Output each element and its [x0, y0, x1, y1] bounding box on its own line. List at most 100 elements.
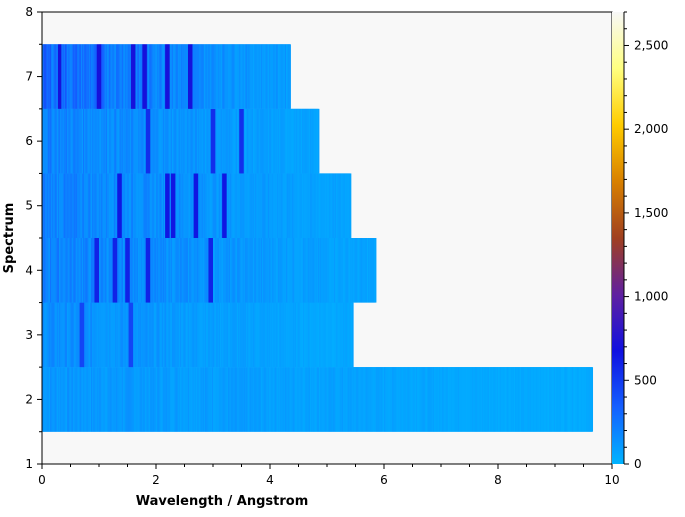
heatmap-cell [291, 238, 294, 303]
heatmap-cell [47, 367, 50, 432]
heatmap-cell [472, 367, 475, 432]
heatmap-cell [339, 302, 342, 368]
heatmap-cell [136, 44, 139, 109]
heatmap-cell [437, 367, 440, 432]
heatmap-cell [231, 367, 233, 432]
heatmap-cell [279, 302, 281, 368]
heatmap-cell [307, 367, 310, 432]
heatmap-cell [289, 108, 291, 174]
heatmap-cell [76, 173, 78, 238]
heatmap-cell [298, 108, 301, 174]
heatmap-cell [88, 44, 91, 109]
heatmap-cell [71, 173, 74, 238]
heatmap-cell [186, 238, 189, 303]
heatmap-cell [561, 367, 564, 432]
heatmap-cell [159, 238, 161, 303]
heatmap-cell [193, 173, 196, 238]
heatmap-cell [317, 302, 320, 368]
heatmap-cell [258, 302, 261, 368]
heatmap-cell [279, 173, 281, 238]
heatmap-cell [108, 44, 110, 109]
heatmap-cell [206, 108, 208, 174]
heatmap-cell [175, 302, 177, 368]
heatmap-cell [397, 367, 400, 432]
heatmap-cell [284, 238, 287, 303]
heatmap-cell [293, 238, 296, 303]
heatmap-cell [110, 367, 112, 432]
heatmap-cell [274, 44, 277, 109]
heatmap-cell [160, 173, 163, 238]
heatmap-cell [586, 367, 589, 432]
heatmap-cell [177, 44, 180, 109]
y-tick-label: 2 [25, 392, 33, 406]
heatmap-cell [305, 367, 307, 432]
heatmap-cell [219, 238, 222, 303]
heatmap-cell [244, 238, 247, 303]
heatmap-cell [106, 238, 109, 303]
heatmap-cell [276, 173, 279, 238]
heatmap-cell [99, 302, 101, 368]
heatmap-cell [264, 108, 266, 174]
heatmap-cell [225, 173, 228, 238]
heatmap-cell [122, 108, 125, 174]
heatmap-cell [104, 173, 107, 238]
heatmap-cell [353, 238, 355, 303]
heatmap-cell [502, 367, 505, 432]
heatmap-cell [357, 238, 360, 303]
heatmap-cell [46, 173, 49, 238]
heatmap-cell [333, 238, 336, 303]
heatmap-cell [132, 44, 134, 109]
heatmap-cell [55, 44, 58, 109]
heatmap-cell [51, 238, 53, 303]
heatmap-cell [175, 108, 177, 174]
heatmap-cell [251, 44, 254, 109]
heatmap-cell [224, 367, 226, 432]
heatmap-cell [535, 367, 538, 432]
heatmap-cell [43, 173, 45, 238]
heatmap-cell [185, 173, 188, 238]
heatmap-cell [227, 173, 230, 238]
heatmap-cell [73, 238, 76, 303]
heatmap-cell [176, 302, 179, 368]
heatmap-cell [281, 108, 283, 174]
heatmap-cell [324, 302, 327, 368]
heatmap-cell [263, 108, 265, 174]
heatmap-cell [42, 367, 44, 432]
heatmap-cell [471, 367, 474, 432]
heatmap-cell [276, 44, 279, 109]
heatmap-cell [277, 173, 280, 238]
heatmap-cell [209, 173, 212, 238]
heatmap-cell [313, 367, 315, 432]
heatmap-cell [191, 367, 193, 432]
heatmap-cell [307, 173, 310, 238]
heatmap-cell [149, 238, 151, 303]
heatmap-cell [162, 173, 165, 238]
heatmap-cell [72, 302, 75, 368]
heatmap-cell [63, 302, 66, 368]
heatmap-cell [287, 238, 289, 303]
heatmap-cell [248, 108, 250, 174]
heatmap-cell [146, 367, 149, 432]
heatmap-cell [136, 367, 139, 432]
heatmap-cell [248, 173, 250, 238]
heatmap-cell [414, 367, 417, 432]
heatmap-cell [420, 367, 423, 432]
heatmap-cell [290, 302, 293, 368]
heatmap-cell [151, 302, 153, 368]
heatmap-cell [498, 367, 500, 432]
heatmap-cell [101, 173, 103, 238]
heatmap-cell [363, 238, 366, 303]
heatmap-cell [208, 173, 210, 238]
heatmap-cell [119, 238, 122, 303]
heatmap-cell [307, 108, 310, 174]
heatmap-cell [96, 108, 99, 174]
heatmap-cell [128, 302, 131, 368]
heatmap-cell [206, 173, 208, 238]
heatmap-cell [295, 173, 297, 238]
heatmap-cell [333, 173, 336, 238]
heatmap-cell [267, 238, 270, 303]
heatmap-cell [117, 302, 119, 368]
heatmap-cell [337, 238, 339, 303]
heatmap-cell [236, 238, 239, 303]
heatmap-cell [281, 367, 283, 432]
